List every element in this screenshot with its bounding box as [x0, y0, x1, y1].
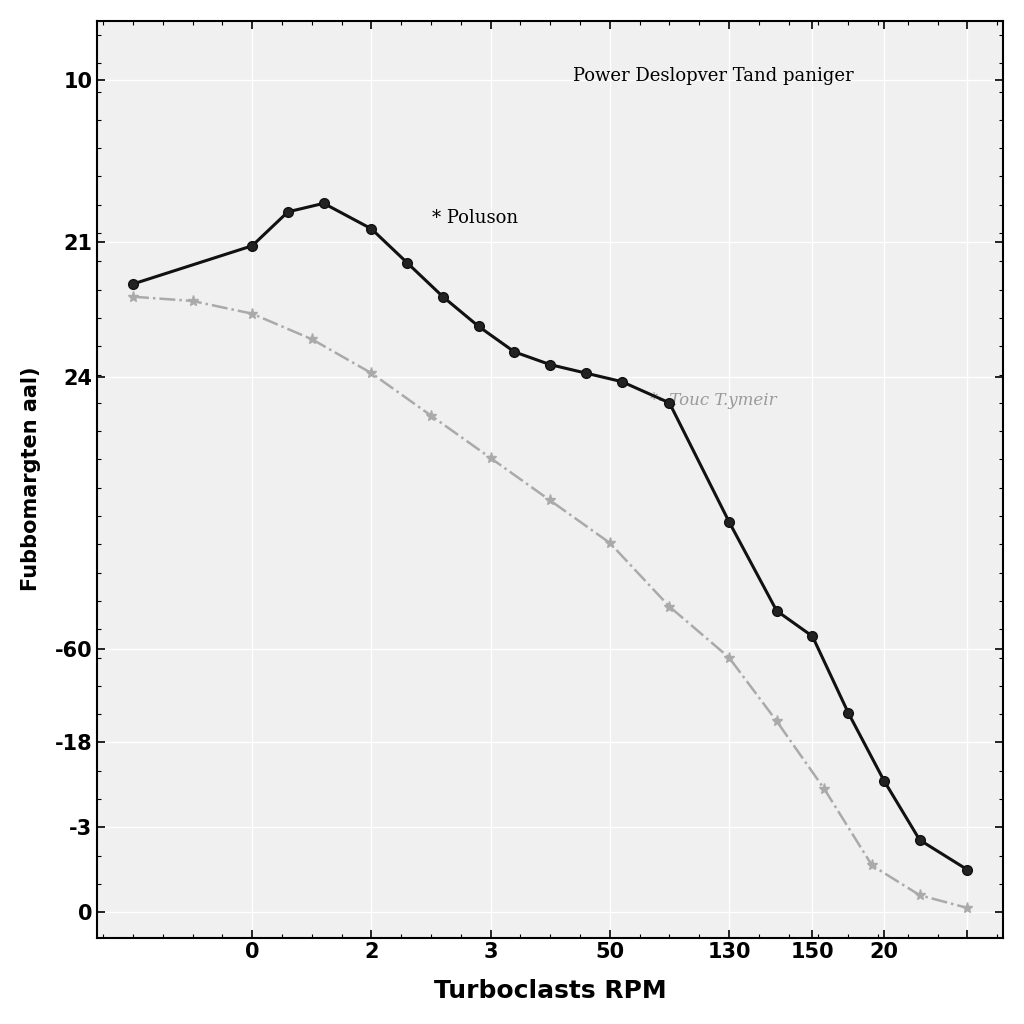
Text: Power Deslopver Tand paniger: Power Deslopver Tand paniger	[573, 67, 854, 85]
Text: * Poluson: * Poluson	[432, 209, 518, 226]
Text: *- Touc T.ymeir: *- Touc T.ymeir	[650, 392, 776, 410]
X-axis label: Turboclasts RPM: Turboclasts RPM	[434, 979, 667, 1004]
Y-axis label: Fubbomargten aal): Fubbomargten aal)	[20, 367, 41, 592]
